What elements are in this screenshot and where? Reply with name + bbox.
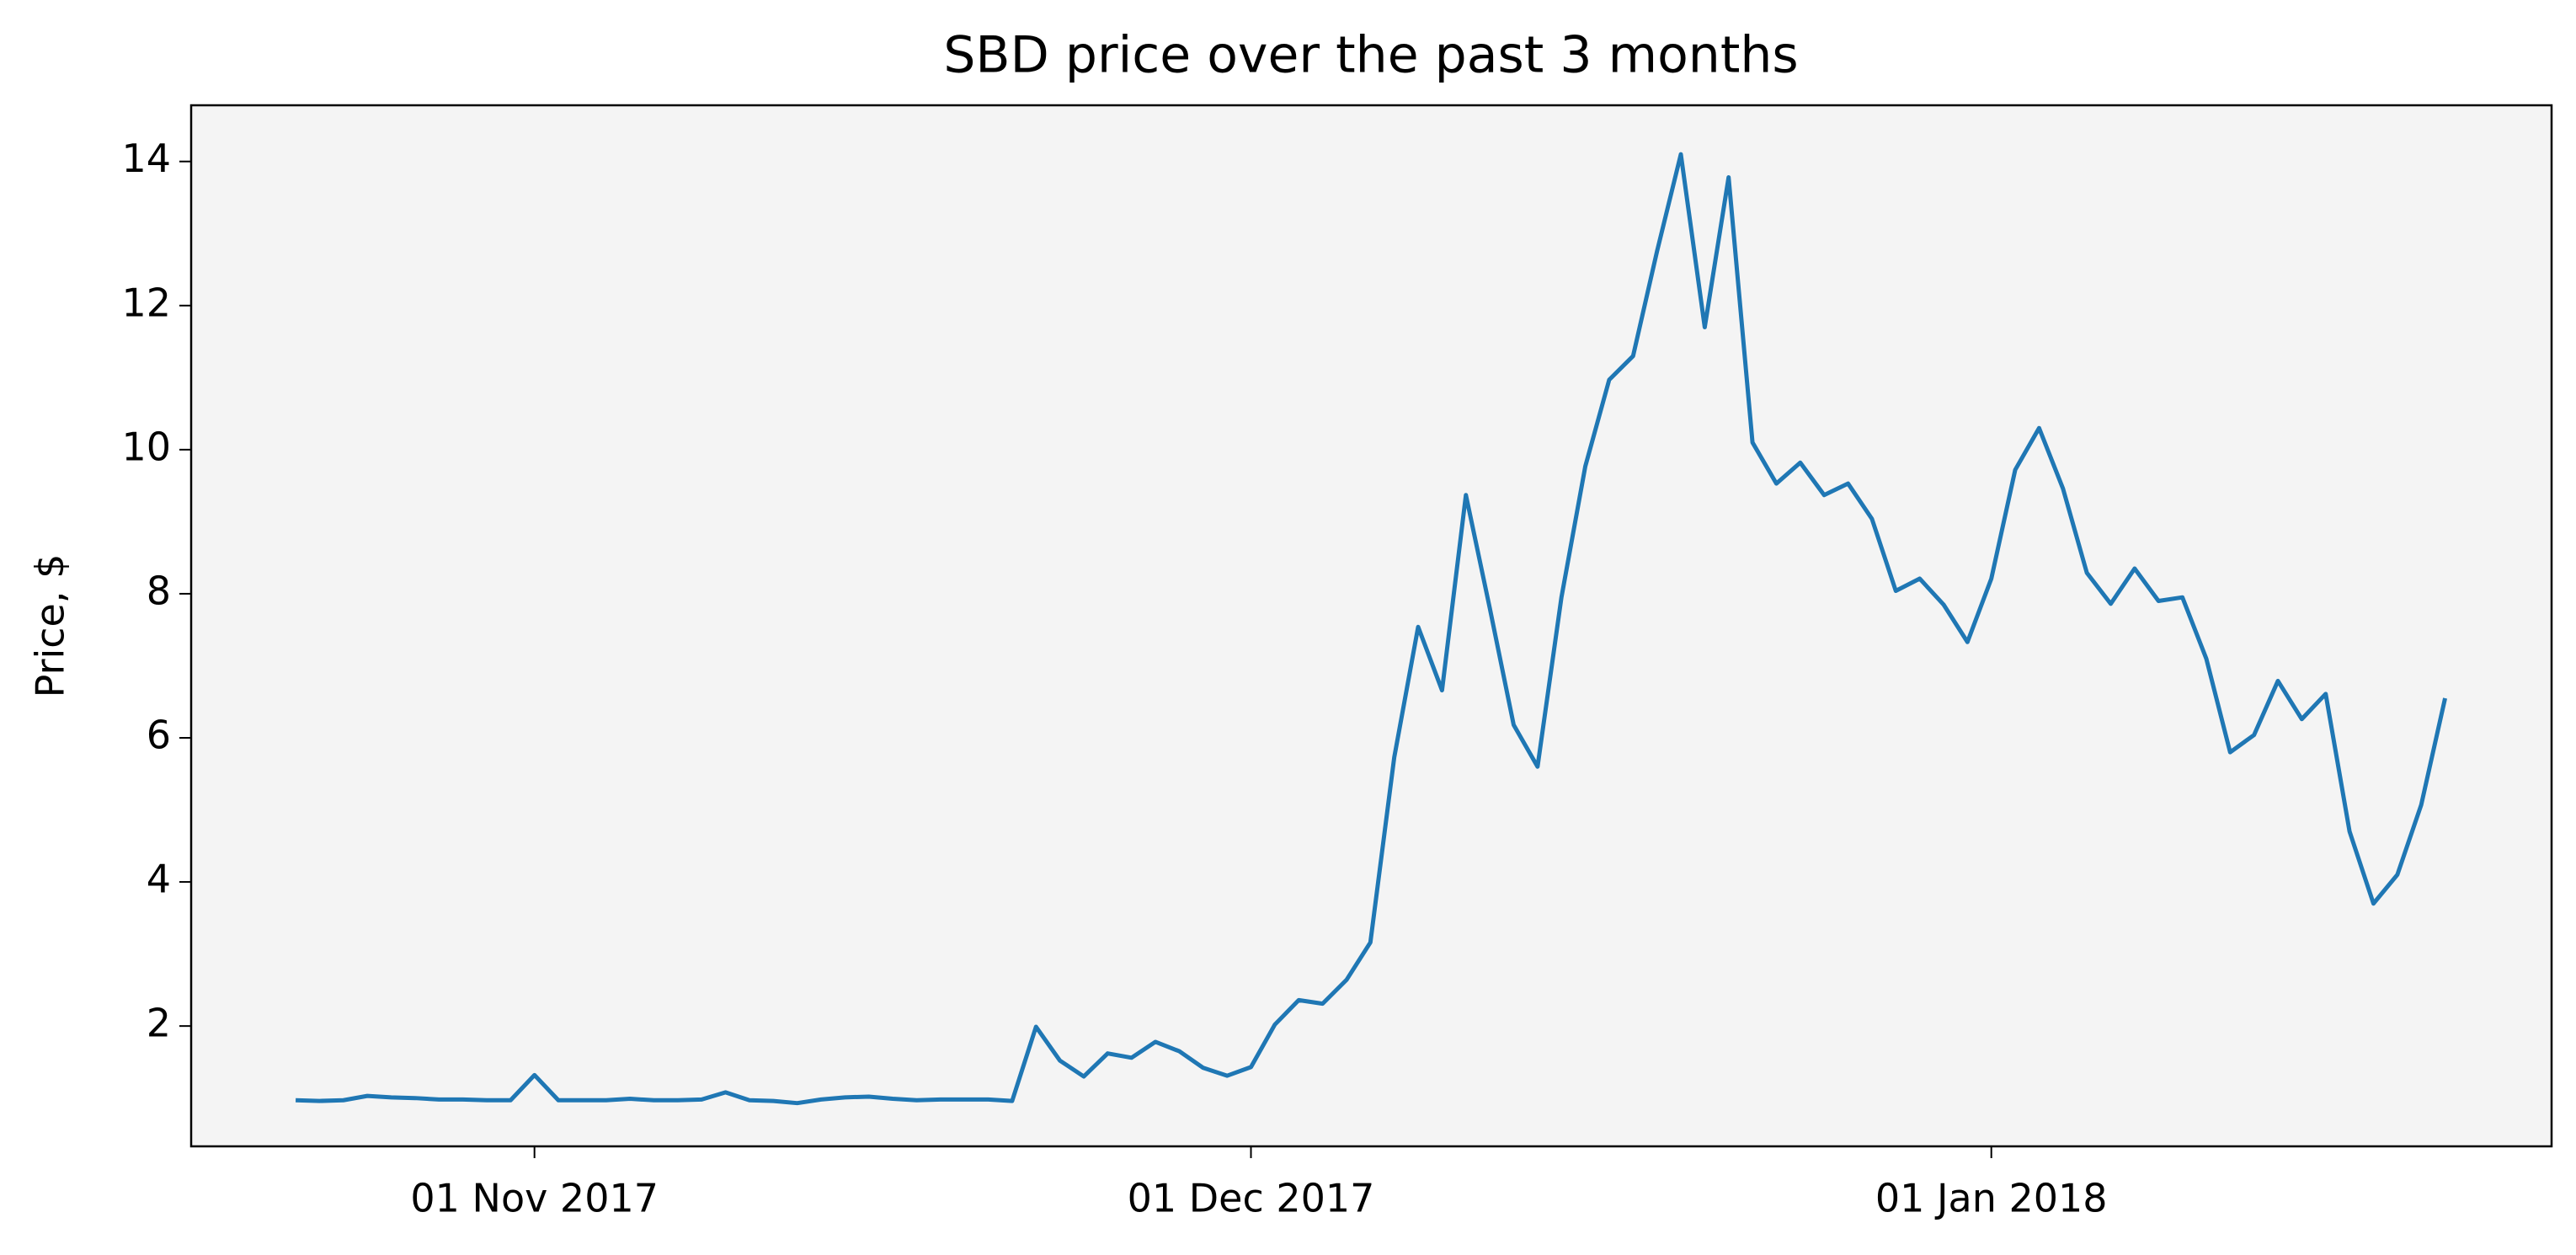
chart-title: SBD price over the past 3 months (943, 26, 1798, 85)
y-tick-label: 14 (121, 136, 171, 181)
plot-background (191, 105, 2552, 1146)
x-tick-label: 01 Nov 2017 (410, 1176, 659, 1221)
x-tick-label: 01 Dec 2017 (1128, 1176, 1375, 1221)
price-line (296, 152, 2447, 1106)
x-tick-label: 01 Jan 2018 (1875, 1176, 2108, 1221)
y-tick-label: 6 (147, 713, 171, 758)
y-tick-label: 2 (147, 1001, 171, 1046)
y-tick-label: 12 (121, 280, 171, 325)
y-tick-label: 4 (147, 857, 171, 902)
y-tick-label: 10 (121, 424, 171, 469)
y-axis-label: Price, $ (28, 554, 73, 698)
y-tick-label: 8 (147, 568, 171, 613)
plot-frame (189, 104, 2553, 1148)
